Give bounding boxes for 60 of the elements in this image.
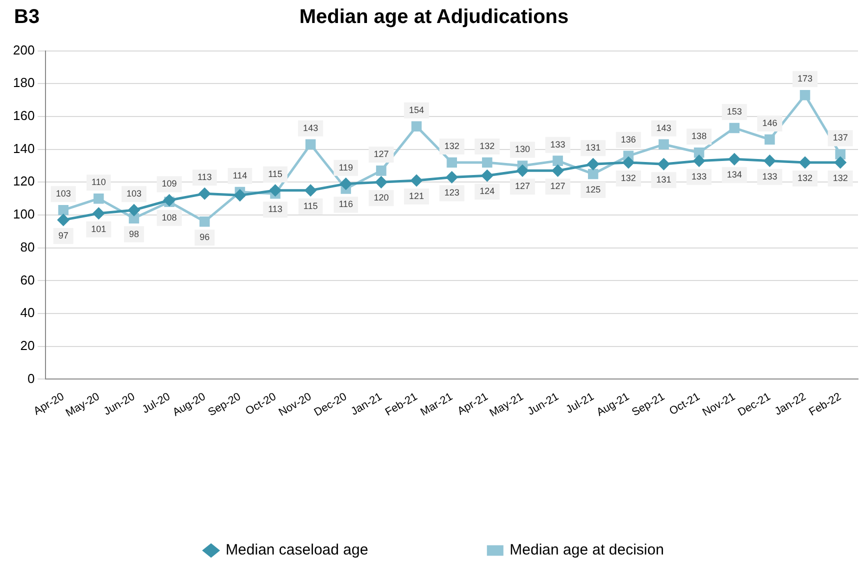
legend-label: Median age at decision [510, 542, 664, 559]
data-label: 132 [444, 140, 460, 151]
data-label: 153 [726, 106, 742, 116]
data-label: 134 [726, 170, 742, 180]
data-label: 119 [338, 162, 354, 172]
y-tick-label: 100 [12, 206, 35, 222]
data-label: 115 [268, 168, 282, 179]
data-label: 108 [162, 212, 177, 222]
data-label: 123 [444, 188, 460, 198]
data-label: 116 [338, 199, 354, 210]
data-label: 109 [162, 178, 177, 189]
data-label: 132 [832, 172, 848, 183]
data-label: 101 [91, 224, 106, 234]
data-label: 132 [620, 172, 636, 183]
y-tick-label: 0 [27, 370, 35, 386]
data-label: 127 [550, 181, 566, 192]
y-tick-label: 80 [20, 239, 35, 254]
data-label: 110 [91, 177, 106, 188]
data-label: 124 [480, 186, 495, 196]
data-label: 125 [586, 184, 601, 194]
data-label: 133 [550, 139, 566, 150]
y-tick-label: 160 [12, 108, 35, 124]
data-label: 131 [656, 174, 672, 185]
data-label: 113 [268, 204, 282, 214]
data-label: 154 [409, 104, 424, 115]
data-label: 103 [56, 188, 71, 199]
data-label: 114 [232, 170, 248, 181]
data-label: 98 [128, 228, 139, 239]
data-label: 127 [374, 149, 389, 160]
data-label: 143 [656, 122, 672, 133]
data-label: 131 [586, 142, 601, 153]
data-label: 137 [832, 132, 848, 143]
data-label: 146 [762, 118, 778, 128]
data-label: 133 [692, 171, 707, 182]
text: B3 [14, 6, 40, 29]
y-tick-label: 40 [20, 305, 35, 320]
data-label: 132 [798, 172, 813, 183]
y-tick-label: 180 [12, 75, 35, 90]
y-tick-label: 20 [20, 338, 35, 353]
y-tick-label: 140 [12, 140, 35, 156]
data-label: 130 [514, 144, 530, 154]
data-label: 133 [762, 171, 778, 182]
chart-title: Median age at Adjudications [299, 6, 569, 28]
data-label: 138 [692, 131, 707, 142]
data-label: 120 [374, 192, 389, 203]
data-label: 96 [200, 232, 210, 242]
data-label: 132 [480, 140, 495, 151]
data-label: 97 [58, 230, 68, 240]
data-label: 136 [620, 134, 636, 144]
data-label: 143 [303, 122, 318, 133]
data-label: 121 [409, 191, 424, 202]
data-label: 115 [303, 200, 318, 211]
data-label: 127 [514, 181, 530, 192]
y-tick-label: 200 [12, 42, 35, 58]
data-label: 103 [126, 188, 142, 199]
y-tick-label: 120 [12, 174, 35, 189]
legend-label: Median caseload age [226, 542, 368, 559]
data-label: 173 [798, 74, 813, 84]
data-label: 113 [197, 172, 212, 182]
y-tick-label: 60 [20, 272, 35, 288]
